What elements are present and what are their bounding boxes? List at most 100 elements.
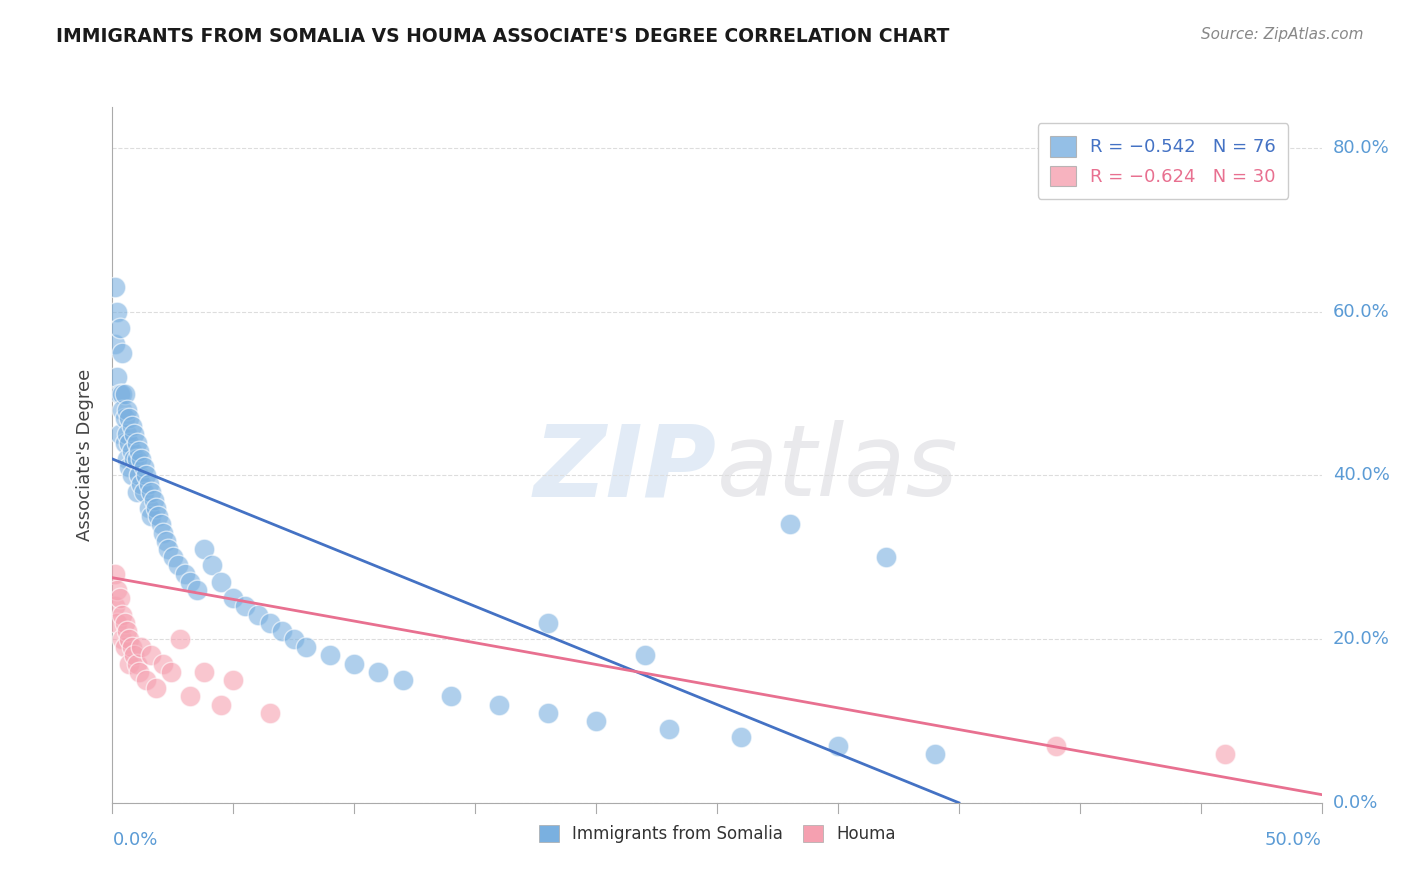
Point (145, 681, 167, 696)
Text: 50.0%: 50.0% (1265, 830, 1322, 848)
Point (115, 452, 138, 467)
Point (138, 476, 160, 491)
Point (924, 747, 946, 761)
Point (111, 403, 134, 417)
Point (149, 517, 172, 532)
Point (105, 304, 128, 318)
Text: 0.0%: 0.0% (112, 830, 157, 848)
Point (138, 501, 160, 516)
Point (125, 484, 148, 499)
Point (141, 648, 163, 663)
Point (141, 509, 163, 524)
Point (121, 468, 143, 483)
Point (115, 624, 138, 638)
Point (131, 452, 153, 467)
Point (142, 492, 165, 507)
Point (108, 427, 131, 442)
Point (585, 714, 607, 728)
Point (114, 435, 136, 450)
Text: 40.0%: 40.0% (1333, 467, 1389, 484)
Point (111, 345, 134, 359)
Point (827, 739, 849, 753)
Point (131, 476, 153, 491)
Point (259, 615, 281, 630)
Point (121, 640, 143, 655)
Point (209, 698, 232, 712)
Point (875, 550, 897, 565)
Point (111, 386, 134, 401)
Point (179, 574, 201, 589)
Point (105, 370, 128, 384)
Point (104, 280, 127, 294)
Point (201, 558, 224, 573)
Point (125, 657, 148, 671)
Point (283, 632, 305, 646)
Point (193, 542, 215, 557)
Point (162, 550, 184, 565)
Point (128, 665, 150, 679)
Point (246, 607, 269, 622)
Point (145, 501, 167, 516)
Point (115, 403, 138, 417)
Point (118, 460, 141, 475)
Point (343, 657, 366, 671)
Text: 0.0%: 0.0% (1333, 794, 1378, 812)
Text: 80.0%: 80.0% (1333, 139, 1389, 157)
Point (319, 648, 342, 663)
Point (104, 337, 127, 351)
Point (148, 509, 170, 524)
Legend: Immigrants from Somalia, Houma: Immigrants from Somalia, Houma (531, 819, 903, 850)
Text: 60.0%: 60.0% (1333, 302, 1389, 321)
Point (295, 640, 318, 655)
Point (131, 640, 153, 655)
Point (121, 443, 143, 458)
Point (440, 690, 463, 704)
Point (186, 582, 208, 597)
Point (488, 698, 510, 712)
Point (104, 599, 127, 614)
Point (108, 591, 131, 606)
Point (157, 542, 180, 557)
Point (114, 386, 136, 401)
Point (730, 731, 752, 745)
Point (166, 558, 188, 573)
Point (114, 640, 136, 655)
Point (118, 435, 141, 450)
Point (179, 690, 201, 704)
Point (125, 435, 148, 450)
Point (132, 460, 155, 475)
Point (114, 615, 136, 630)
Point (537, 706, 560, 720)
Point (135, 673, 157, 687)
Point (1045, 739, 1067, 753)
Point (222, 673, 245, 687)
Point (121, 419, 143, 434)
Text: atlas: atlas (717, 420, 959, 517)
Point (111, 632, 134, 646)
Point (141, 484, 163, 499)
Point (537, 615, 560, 630)
Text: IMMIGRANTS FROM SOMALIA VS HOUMA ASSOCIATE'S DEGREE CORRELATION CHART: IMMIGRANTS FROM SOMALIA VS HOUMA ASSOCIA… (56, 27, 949, 45)
Point (259, 706, 281, 720)
Point (118, 632, 141, 646)
Point (118, 657, 141, 671)
Point (108, 386, 131, 401)
Point (128, 443, 150, 458)
Point (104, 566, 127, 581)
Text: Source: ZipAtlas.com: Source: ZipAtlas.com (1201, 27, 1364, 42)
Point (193, 665, 215, 679)
Point (209, 574, 232, 589)
Point (235, 599, 257, 614)
Point (174, 566, 197, 581)
Point (152, 657, 174, 671)
Point (118, 411, 141, 425)
Point (125, 452, 148, 467)
Point (222, 591, 245, 606)
Point (122, 427, 145, 442)
Point (779, 517, 801, 532)
Point (367, 665, 389, 679)
Point (391, 673, 413, 687)
Point (114, 411, 136, 425)
Point (132, 484, 155, 499)
Point (169, 632, 191, 646)
